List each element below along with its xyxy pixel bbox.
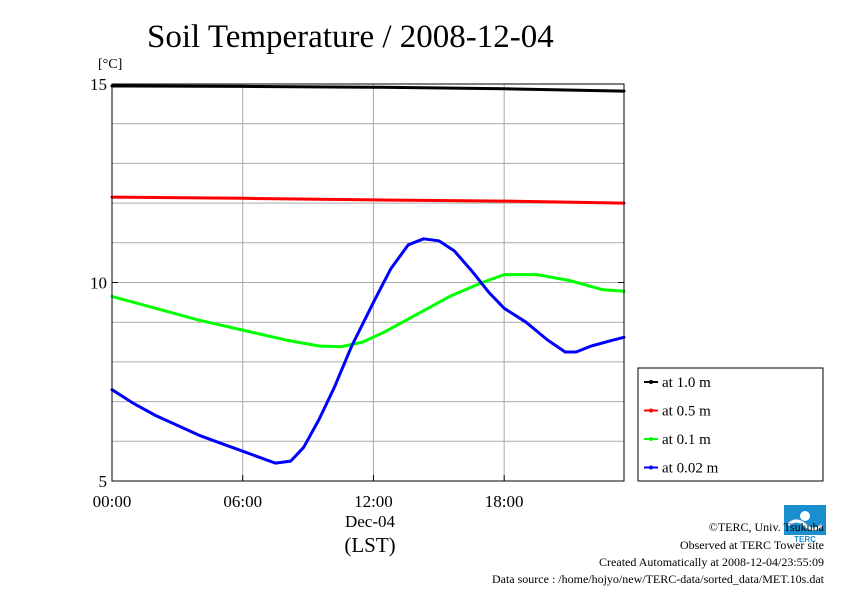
- y-axis-unit-label: [°C]: [98, 57, 122, 72]
- x-tick-label: 00:00: [93, 492, 132, 511]
- grid-lines: [112, 84, 624, 481]
- x-tick-label: 18:00: [485, 492, 524, 511]
- logo-wave: [786, 519, 824, 531]
- x-axis-label: (LST): [344, 533, 395, 557]
- credit-created: Created Automatically at 2008-12-04/23:5…: [599, 555, 824, 569]
- legend-label: at 0.1 m: [662, 432, 711, 448]
- series-line: [110, 237, 626, 465]
- legend: at 1.0 m at 0.5 m at 0.1 m at 0.02 m: [637, 367, 824, 482]
- x-tick-label: 12:00: [354, 492, 393, 511]
- legend-swatch-marker: [649, 380, 653, 384]
- y-tick-label: 15: [90, 75, 107, 94]
- credit-source: Data source : /home/hojyo/new/TERC-data/…: [491, 572, 824, 586]
- legend-swatch-marker: [649, 408, 653, 413]
- y-tick-label: 10: [90, 274, 107, 293]
- series-lines: [110, 84, 626, 465]
- chart-title: Soil Temperature / 2008-12-04: [147, 19, 554, 55]
- legend-label: at 0.02 m: [662, 461, 719, 477]
- legend-label: at 0.5 m: [662, 404, 711, 420]
- x-tick-label: 06:00: [223, 492, 262, 511]
- series-line: [110, 195, 626, 205]
- logo-text: TERC: [794, 535, 816, 543]
- series-line: [110, 273, 626, 349]
- series-line: [110, 84, 626, 93]
- x-axis-date-label: Dec-04: [345, 512, 396, 531]
- legend-box: [637, 367, 824, 482]
- terc-logo: TERC: [784, 505, 826, 543]
- legend-label: at 1.0 m: [662, 375, 711, 391]
- axis-ticks: 5 10 15 00:00 06:00 12:00 18:00: [90, 75, 624, 511]
- y-tick-label: 5: [99, 472, 108, 491]
- credit-copyright: ©TERC, Univ. Tsukuba: [708, 520, 824, 534]
- logo-drop: [800, 511, 810, 521]
- legend-swatch-marker: [649, 437, 653, 441]
- credit-observed: Observed at TERC Tower site: [679, 538, 824, 552]
- legend-swatch-marker: [649, 465, 653, 470]
